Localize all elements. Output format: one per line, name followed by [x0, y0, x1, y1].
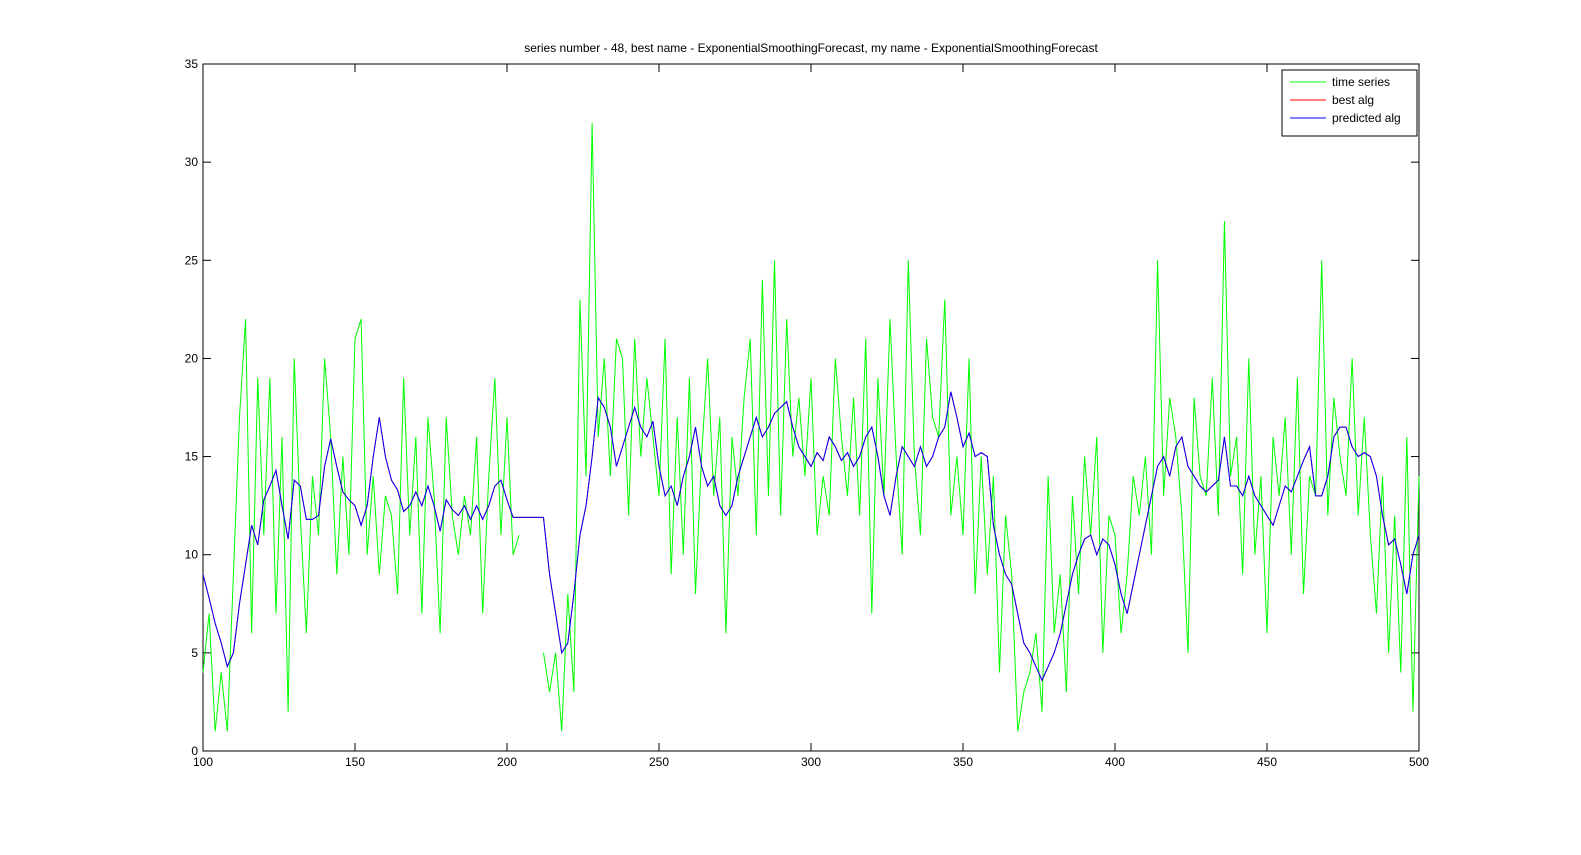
legend-label: time series — [1332, 75, 1390, 89]
x-tick-label: 500 — [1409, 755, 1429, 769]
y-tick-label: 25 — [185, 253, 199, 267]
x-tick-label: 350 — [953, 755, 973, 769]
y-tick-label: 15 — [185, 450, 199, 464]
series-line — [202, 391, 1420, 682]
plot-area — [202, 63, 1420, 752]
x-tick-label: 450 — [1257, 755, 1277, 769]
x-tick-label: 300 — [801, 755, 821, 769]
y-tick-label: 30 — [185, 155, 199, 169]
legend-label: best alg — [1332, 93, 1374, 107]
chart-title: series number - 48, best name - Exponent… — [524, 41, 1098, 55]
y-tick-label: 10 — [185, 548, 199, 562]
x-tick-label: 200 — [497, 755, 517, 769]
x-tick-label: 250 — [649, 755, 669, 769]
legend-box — [1281, 69, 1418, 137]
y-tick-label: 5 — [191, 646, 198, 660]
x-tick-label: 400 — [1105, 755, 1125, 769]
x-tick-label: 150 — [345, 755, 365, 769]
y-tick-label: 35 — [185, 57, 199, 71]
x-tick-label: 100 — [193, 755, 213, 769]
series-line — [202, 122, 1420, 732]
legend-label: predicted alg — [1332, 111, 1401, 125]
y-tick-label: 0 — [191, 744, 198, 758]
y-tick-label: 20 — [185, 351, 199, 365]
